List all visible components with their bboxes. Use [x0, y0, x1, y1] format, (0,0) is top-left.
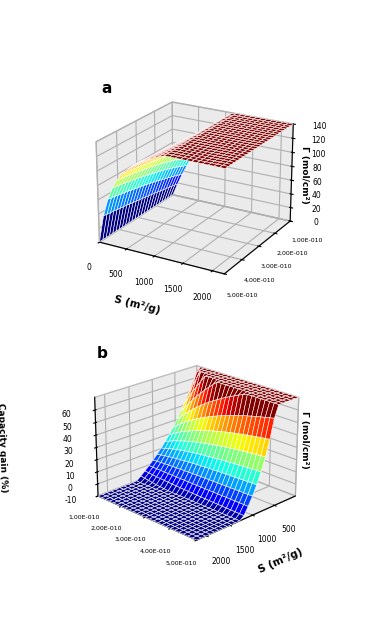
Text: a: a [101, 81, 112, 96]
Text: Γ (mol/cm²): Γ (mol/cm²) [300, 146, 308, 203]
Text: b: b [97, 346, 108, 361]
Text: Γ (mol/cm²): Γ (mol/cm²) [300, 411, 308, 468]
X-axis label: S (m²/g): S (m²/g) [113, 294, 161, 316]
X-axis label: S (m²/g): S (m²/g) [257, 547, 304, 575]
